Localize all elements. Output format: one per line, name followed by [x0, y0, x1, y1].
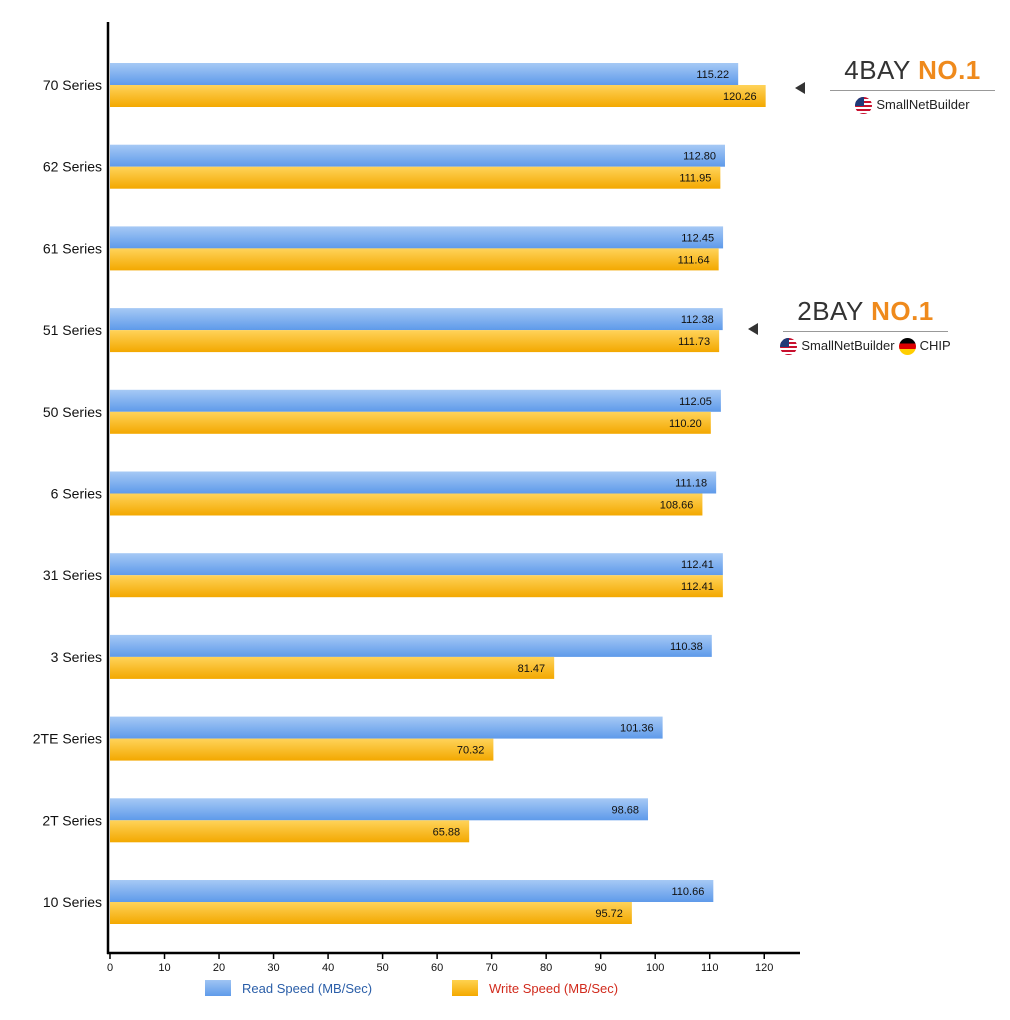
badge-sources: SmallNetBuilder	[830, 97, 995, 115]
write-speed-bar	[110, 575, 723, 598]
write-speed-bar	[110, 656, 555, 679]
us-flag-icon	[855, 97, 873, 115]
read-speed-bar	[110, 308, 723, 331]
write-speed-bar	[110, 330, 720, 353]
read-speed-bar	[110, 63, 739, 85]
read-speed-bar	[110, 226, 724, 249]
write-speed-bar	[110, 166, 721, 189]
badge-prefix: 4BAY	[844, 55, 919, 85]
x-tick-label: 80	[540, 962, 552, 974]
source-label: CHIP	[919, 338, 951, 353]
pointer-arrow-icon	[748, 323, 758, 335]
read-value-label: 110.38	[670, 641, 703, 653]
write-value-label: 108.66	[660, 500, 694, 512]
read-speed-bar	[110, 389, 721, 412]
write-value-label: 111.95	[679, 173, 711, 185]
x-tick-label: 20	[213, 962, 225, 974]
source-label: SmallNetBuilder	[801, 338, 895, 353]
write-value-label: 81.47	[518, 663, 546, 675]
read-value-label: 112.05	[679, 396, 712, 408]
x-tick-label: 0	[107, 962, 113, 974]
write-speed-bar	[110, 820, 470, 843]
category-label: 2T Series	[42, 812, 102, 828]
read-value-label: 112.38	[681, 314, 714, 326]
write-value-label: 110.20	[669, 418, 702, 430]
badge-prefix: 2BAY	[797, 296, 872, 326]
badge-title: 2BAY NO.1	[783, 296, 948, 327]
read-value-label: 112.45	[681, 232, 714, 244]
source-item: CHIP	[898, 338, 951, 356]
badge-4bay: 4BAY NO.1 SmallNetBuilder	[830, 55, 995, 115]
pointer-arrow-icon	[795, 82, 805, 94]
category-label: 50 Series	[43, 404, 102, 420]
read-legend-swatch	[205, 980, 231, 996]
x-tick-label: 60	[431, 962, 443, 974]
badge-sources: SmallNetBuilder CHIP	[780, 338, 951, 356]
de-flag-icon	[898, 338, 916, 356]
legend-item-read: Read Speed (MB/Sec)	[205, 980, 372, 996]
badge-title: 4BAY NO.1	[830, 55, 995, 86]
source-item: SmallNetBuilder	[855, 97, 970, 115]
read-value-label: 111.18	[675, 478, 707, 490]
write-speed-bar	[110, 902, 632, 924]
read-speed-bar	[110, 798, 649, 821]
read-speed-bar	[110, 471, 717, 494]
us-flag-icon	[780, 338, 798, 356]
x-tick-label: 90	[595, 962, 607, 974]
category-label: 2TE Series	[33, 731, 102, 747]
category-label: 10 Series	[43, 894, 102, 910]
write-legend-swatch	[452, 980, 478, 996]
read-speed-bar	[110, 634, 712, 657]
read-value-label: 98.68	[611, 804, 639, 816]
read-speed-bar	[110, 144, 725, 167]
write-speed-bar	[110, 738, 494, 761]
write-legend-label: Write Speed (MB/Sec)	[489, 980, 619, 996]
write-value-label: 70.32	[457, 745, 485, 757]
category-label: 31 Series	[43, 567, 102, 583]
read-value-label: 101.36	[620, 723, 654, 735]
source-label: SmallNetBuilder	[876, 97, 970, 112]
category-label: 70 Series	[43, 77, 102, 93]
write-value-label: 112.41	[681, 581, 714, 593]
badge-highlight: NO.1	[918, 55, 981, 85]
read-speed-bar	[110, 553, 723, 576]
x-tick-label: 40	[322, 962, 334, 974]
badge-divider	[830, 90, 995, 91]
category-label: 3 Series	[51, 649, 102, 665]
write-speed-bar	[110, 85, 766, 107]
x-tick-label: 30	[267, 962, 279, 974]
write-value-label: 111.73	[678, 336, 710, 348]
write-value-label: 65.88	[433, 826, 461, 838]
legend-item-write: Write Speed (MB/Sec)	[452, 980, 618, 996]
write-speed-bar	[110, 411, 711, 434]
read-speed-bar	[110, 716, 663, 739]
x-tick-label: 70	[486, 962, 498, 974]
read-value-label: 110.66	[671, 886, 704, 898]
category-label: 51 Series	[43, 322, 102, 338]
write-speed-bar	[110, 248, 719, 271]
badge-2bay: 2BAY NO.1 SmallNetBuilder CHIP	[780, 296, 951, 356]
write-value-label: 95.72	[595, 908, 623, 920]
write-speed-bar	[110, 493, 703, 516]
write-value-label: 120.26	[723, 91, 757, 103]
read-value-label: 112.41	[681, 559, 714, 571]
x-tick-label: 110	[701, 962, 719, 974]
x-tick-label: 10	[158, 962, 170, 974]
badge-highlight: NO.1	[871, 296, 934, 326]
category-label: 61 Series	[43, 240, 102, 256]
x-tick-label: 50	[376, 962, 388, 974]
read-speed-bar	[110, 880, 714, 902]
category-label: 62 Series	[43, 159, 102, 175]
read-value-label: 112.80	[683, 151, 716, 163]
x-tick-label: 100	[646, 962, 664, 974]
write-value-label: 111.64	[678, 254, 710, 266]
source-item: SmallNetBuilder	[780, 338, 895, 356]
read-legend-label: Read Speed (MB/Sec)	[242, 980, 373, 996]
read-value-label: 115.22	[696, 69, 729, 81]
x-tick-label: 120	[755, 962, 773, 974]
badge-divider	[783, 331, 948, 332]
category-label: 6 Series	[51, 486, 102, 502]
